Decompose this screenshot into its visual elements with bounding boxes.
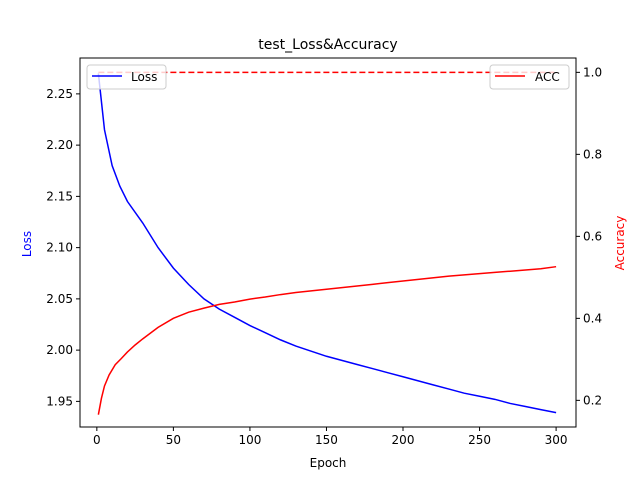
x-axis-title: Epoch <box>310 456 347 470</box>
legend-loss-box <box>86 64 167 90</box>
right-y-axis-ticks: 0.2 0.4 0.6 0.8 1.0 <box>576 65 602 407</box>
loss-series-line <box>97 73 557 414</box>
left-y-tick-label: 2.00 <box>46 343 73 357</box>
left-y-tick-label: 2.25 <box>46 87 73 101</box>
legend-loss: Loss <box>86 64 167 90</box>
x-tick-label: 100 <box>238 433 261 447</box>
plot-series-group <box>97 71 557 415</box>
left-y-tick-label: 2.20 <box>46 138 73 152</box>
right-y-axis-title: Accuracy <box>613 216 627 271</box>
x-tick-label: 150 <box>315 433 338 447</box>
left-y-tick-label: 2.15 <box>46 189 73 203</box>
x-tick-label: 300 <box>545 433 568 447</box>
right-y-tick-label: 0.8 <box>583 147 602 161</box>
right-y-tick-label: 1.0 <box>583 65 602 79</box>
x-tick-label: 0 <box>93 433 101 447</box>
left-y-tick-label: 2.10 <box>46 241 73 255</box>
acc-series-line <box>97 265 557 415</box>
left-y-tick-label: 2.05 <box>46 292 73 306</box>
x-tick-label: 50 <box>166 433 181 447</box>
legend-acc-label: ACC <box>535 70 560 84</box>
x-tick-label: 200 <box>392 433 415 447</box>
chart-title: test_Loss&Accuracy <box>258 37 397 53</box>
x-axis-ticks: 0 50 100 150 200 250 300 <box>93 427 568 447</box>
left-y-axis-ticks: 1.95 2.00 2.05 2.10 2.15 2.20 2.25 <box>46 87 80 408</box>
legend-loss-label: Loss <box>131 70 157 84</box>
legend-acc-box <box>489 64 570 90</box>
right-y-tick-label: 0.6 <box>583 229 602 243</box>
legend-acc: ACC <box>489 64 570 90</box>
left-y-axis-title: Loss <box>20 231 34 257</box>
plot-frame <box>79 57 577 428</box>
x-tick-label: 250 <box>468 433 491 447</box>
left-y-tick-label: 1.95 <box>46 394 73 408</box>
right-y-tick-label: 0.2 <box>583 393 602 407</box>
right-y-tick-label: 0.4 <box>583 311 602 325</box>
